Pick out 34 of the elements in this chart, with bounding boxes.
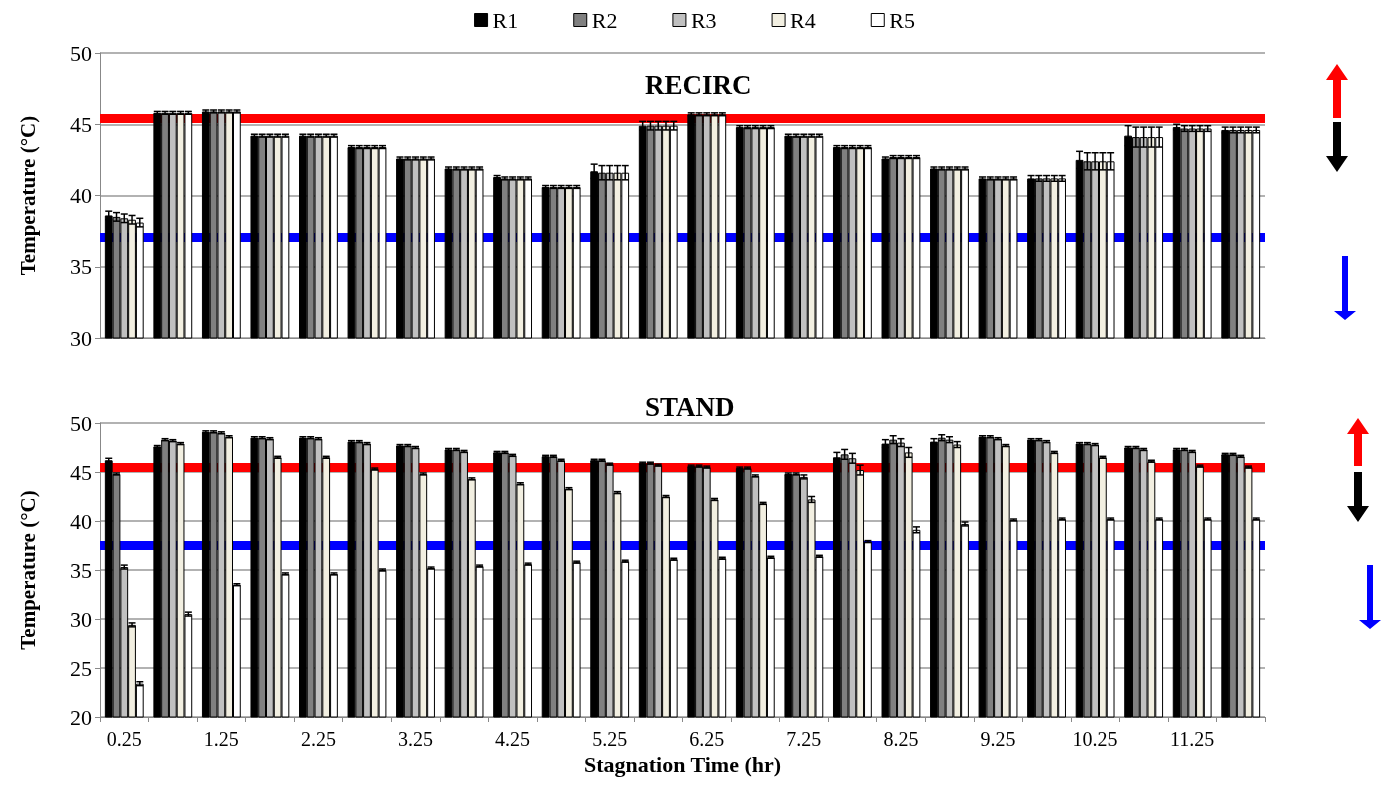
legend-label: R2 (591, 7, 618, 33)
x-tick-label: 4.25 (495, 728, 531, 750)
x-tick-label: 3.25 (398, 728, 434, 750)
legend-label: R3 (690, 7, 717, 33)
x-tick-label: 11.25 (1170, 728, 1215, 750)
x-tick-label: 10.25 (1072, 728, 1118, 750)
y-tick-label: 45 (70, 459, 92, 485)
y-axis-title: Temperature (°C) (15, 490, 40, 650)
x-tick-label: 7.25 (786, 728, 822, 750)
y-tick-label: 40 (70, 508, 92, 534)
legend-label: R5 (889, 7, 915, 33)
y-axis-title: Temperature (°C) (15, 115, 40, 276)
text: RECIRC (645, 69, 752, 100)
y-tick-label: 40 (70, 183, 92, 208)
x-axis-title: Stagnation Time (hr) (583, 752, 782, 778)
x-tick-label: 5.25 (592, 728, 628, 750)
y-tick-label: 50 (70, 410, 92, 436)
x-tick-label: 8.25 (883, 728, 919, 750)
x-tick-label: 0.25 (106, 728, 142, 750)
x-tick-label: 9.25 (980, 728, 1016, 750)
y-tick-label: 45 (70, 111, 92, 137)
chart-title: STAND (645, 391, 735, 422)
x-tick-label: 2.25 (300, 728, 336, 750)
y-tick-label: 35 (70, 254, 92, 280)
legend-label: R4 (790, 7, 816, 33)
x-tick-label: 6.25 (689, 728, 725, 750)
y-tick-label: 35 (70, 557, 92, 583)
x-tick-label: 1.25 (203, 728, 239, 750)
y-tick-label: 30 (70, 606, 92, 632)
y-tick-label: 50 (70, 40, 92, 66)
y-tick-label: 25 (70, 655, 92, 681)
legend-label: R1 (492, 7, 519, 33)
y-tick-label: 30 (70, 325, 92, 351)
y-tick-label: 20 (70, 704, 92, 730)
